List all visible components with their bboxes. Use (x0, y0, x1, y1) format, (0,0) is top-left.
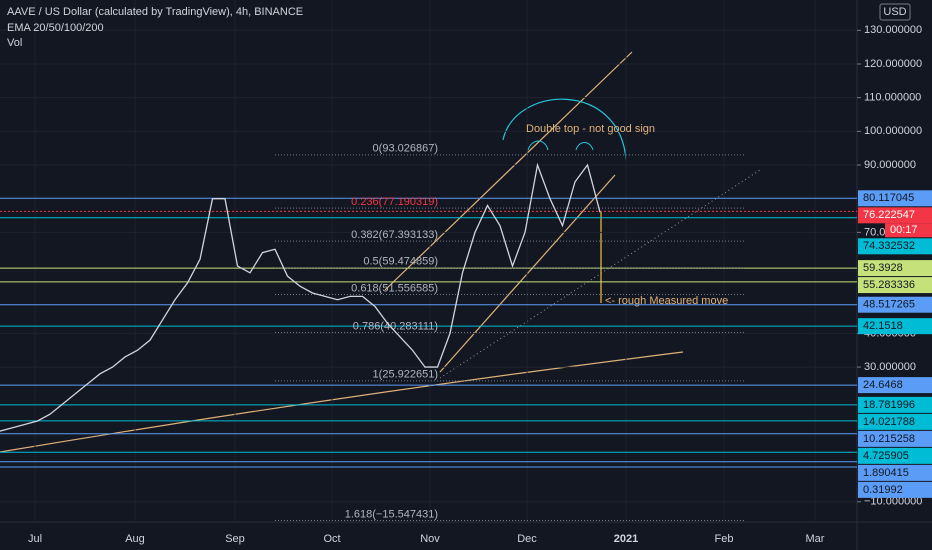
price-tag-label: 59.3928 (863, 262, 903, 274)
price-tag (858, 413, 932, 430)
fib-label: 0.382(67.393133) (351, 229, 438, 241)
price-tag-label: 0.31992 (863, 484, 903, 496)
y-tick-label: 30.000000 (864, 361, 916, 373)
x-tick-label: Sep (225, 533, 245, 545)
price-tag (858, 447, 932, 464)
y-tick-label: 90.000000 (864, 159, 916, 171)
annotation: Double top - not good sign (526, 123, 655, 135)
annotation: <- rough Measured move (605, 295, 728, 307)
channel-upper (384, 51, 633, 291)
indicator-label: EMA 20/50/100/200 (7, 22, 104, 34)
x-tick-label: Jul (28, 533, 42, 545)
x-tick-label: Dec (517, 533, 537, 545)
price-tag (858, 481, 932, 498)
price-tag-label: 14.021788 (863, 416, 915, 428)
price-tag (858, 207, 932, 224)
price-tag-label: 1.890415 (863, 467, 909, 479)
currency-box[interactable] (879, 3, 911, 21)
price-tag (858, 260, 932, 277)
chart-title: AAVE / US Dollar (calculated by TradingV… (7, 6, 303, 18)
double-top-arc (502, 98, 627, 161)
price-tag-label: 4.725905 (863, 450, 909, 462)
y-tick-label: −10.000000 (864, 496, 922, 508)
price-tag-label: 18.781996 (863, 399, 915, 411)
countdown-label: 00:17 (890, 224, 918, 236)
plot-layer (0, 0, 857, 522)
price-tag-label: 76.222547 (863, 209, 915, 221)
fib-label: 0(93.026867) (373, 143, 438, 155)
price-tag (858, 464, 932, 481)
price-tag (858, 318, 932, 335)
price-tag (858, 190, 932, 207)
price-tag-label: 48.517265 (863, 299, 915, 311)
fib-label: 1.618(−15.547431) (345, 508, 438, 520)
fib-label: 1(25.922651) (373, 369, 438, 381)
trend-curve (0, 351, 684, 453)
price-tag-label: 80.117045 (863, 192, 914, 204)
x-tick-label: Mar (806, 533, 825, 545)
price-tag-label: 55.283336 (863, 279, 915, 291)
x-tick-label: Feb (715, 533, 734, 545)
y-tick-label: 110.000000 (864, 92, 921, 104)
top-arc-right (575, 142, 594, 151)
price-tag-label: 24.6468 (863, 379, 903, 391)
x-tick-label: 2021 (614, 533, 638, 545)
indicator-label: Vol (7, 37, 22, 49)
y-tick-label: 130.000000 (864, 24, 922, 36)
y-tick-label: 120.000000 (864, 58, 922, 70)
fib-label: 0.236(77.190319) (351, 196, 438, 208)
price-tag (858, 430, 932, 447)
price-tag (858, 377, 932, 394)
price-tag (858, 238, 932, 255)
x-tick-label: Nov (420, 533, 440, 545)
y-tick-label: 100.000000 (864, 125, 922, 137)
countdown-tag (885, 223, 932, 238)
x-tick-label: Aug (125, 533, 145, 545)
price-tag (858, 296, 932, 313)
currency-label[interactable]: USD (883, 6, 906, 18)
fib-label: 0.786(40.283111) (353, 320, 438, 332)
top-arc-left (527, 140, 549, 151)
fib-label: 0.5(59.474859) (363, 256, 438, 268)
price-tag-label: 42.1518 (863, 320, 903, 332)
price-tag (858, 396, 932, 413)
price-line (0, 162, 601, 432)
price-tag-label: 74.332532 (863, 240, 915, 252)
price-tag-label: 10.215258 (863, 433, 915, 445)
fib-label: 0.618(51.556585) (351, 282, 438, 294)
price-tag (858, 277, 932, 294)
x-tick-label: Oct (323, 533, 340, 545)
